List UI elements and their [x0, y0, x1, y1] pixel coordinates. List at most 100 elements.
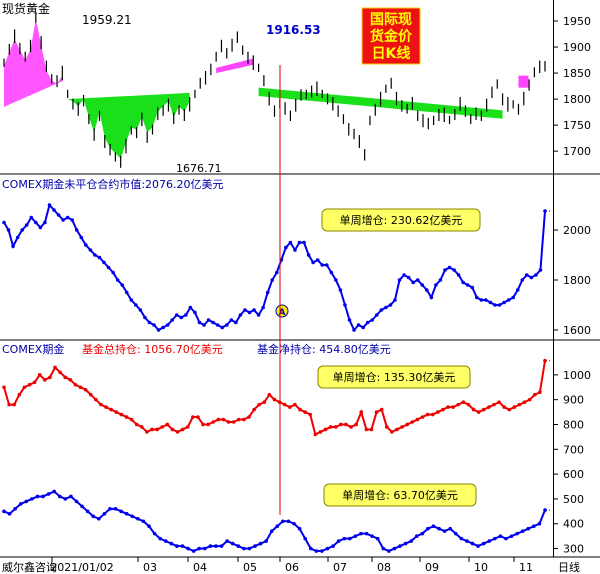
net-point — [498, 534, 503, 538]
holding-point — [436, 410, 440, 414]
net-bubble: 单周增仓: 63.70亿美元 — [323, 483, 477, 507]
holding-point — [476, 410, 481, 414]
oi-point — [470, 285, 475, 290]
net-point — [437, 526, 441, 531]
holding-point — [318, 430, 323, 434]
holding-point — [369, 427, 374, 432]
net-point — [52, 489, 56, 494]
oi-point — [106, 265, 111, 270]
oi-point — [165, 323, 170, 327]
stamp: 国际现 货金价 日K线 — [361, 7, 421, 65]
holding-point — [415, 417, 420, 422]
oi-point — [29, 215, 34, 220]
oi-point — [329, 270, 334, 275]
oi-point — [456, 273, 461, 277]
x-axis-label: 07 — [333, 561, 347, 574]
net-point — [24, 499, 29, 504]
oi-point — [243, 308, 247, 312]
oi-point — [397, 278, 402, 282]
holding-point — [83, 387, 88, 392]
net-point — [392, 546, 397, 551]
net-point — [387, 549, 391, 553]
oi-point — [15, 235, 20, 240]
holding-point — [298, 407, 302, 412]
holding-point — [73, 382, 78, 387]
net-point — [297, 526, 302, 531]
holding-point — [517, 402, 522, 407]
holding-point — [532, 392, 537, 397]
holding-point — [48, 375, 52, 380]
oi-point — [361, 325, 365, 330]
net-point — [453, 531, 458, 536]
holding-point — [441, 407, 445, 412]
holding-point — [395, 427, 399, 432]
holding-bubble-text: 单周增仓: 135.30亿美元 — [333, 370, 456, 384]
holding-point — [288, 405, 292, 409]
oi-point — [252, 308, 256, 312]
oi-point — [315, 258, 320, 262]
x-axis-label: 06 — [285, 561, 299, 574]
marker-a: A — [275, 304, 289, 318]
fund-ytick-label: 900 — [563, 394, 584, 407]
oi-point — [529, 275, 534, 280]
oi-point — [293, 248, 297, 252]
net-point — [7, 512, 12, 516]
net-point — [85, 509, 90, 514]
net-point — [442, 529, 447, 533]
net-point — [113, 507, 118, 511]
holding-point — [7, 402, 11, 407]
holding-point — [384, 425, 389, 429]
net-point — [141, 519, 146, 524]
holding-point — [339, 422, 343, 427]
oi-point — [438, 278, 443, 282]
oi-point — [511, 295, 515, 300]
holding-point — [308, 412, 313, 417]
holding-point — [390, 430, 394, 434]
holding-point — [328, 425, 333, 429]
net-point — [364, 531, 369, 536]
net-point — [303, 536, 307, 541]
holding-point — [242, 417, 246, 422]
net-point — [375, 536, 380, 541]
oi-point — [102, 260, 106, 265]
x-axis-label: 09 — [425, 561, 439, 574]
oi-point — [311, 260, 315, 265]
oi-point — [134, 303, 138, 307]
holding-point — [527, 397, 532, 402]
holding-point — [247, 415, 251, 419]
net-point — [275, 524, 280, 529]
holding-point — [119, 412, 124, 417]
holding-point — [359, 410, 364, 414]
holding-point — [140, 425, 144, 429]
oi-point — [420, 283, 425, 287]
net-point — [336, 539, 341, 543]
oi-point — [447, 265, 452, 270]
holding-point — [109, 407, 113, 412]
fund-net-title: 基金净持仓: 454.80亿美元 — [257, 342, 391, 356]
net-point — [219, 544, 224, 548]
oi-point — [479, 298, 484, 302]
holding-bubble: 单周增仓: 135.30亿美元 — [317, 365, 471, 389]
oi-point — [79, 235, 84, 240]
oi-point — [65, 215, 70, 220]
price-ytick-label: 1700 — [563, 145, 591, 158]
net-point — [269, 529, 274, 533]
oi-point — [525, 273, 529, 277]
oi-point — [302, 240, 306, 245]
marker-a-label: A — [279, 308, 286, 318]
net-point — [426, 526, 430, 531]
oi-point — [320, 263, 325, 267]
oi-point — [324, 263, 329, 267]
oi-point — [38, 225, 43, 230]
oi-point — [270, 278, 275, 282]
price-downtrend-band — [67, 92, 190, 159]
x-axis-label: 2021/01/02 — [50, 561, 113, 574]
net-point — [487, 539, 492, 543]
net-point — [74, 499, 79, 504]
oi-point — [393, 298, 397, 302]
net-point — [481, 541, 486, 546]
holding-point — [78, 385, 83, 390]
net-point — [119, 509, 123, 514]
fund-title-prefix: COMEX期金 — [2, 342, 64, 356]
holding-point — [201, 422, 205, 427]
